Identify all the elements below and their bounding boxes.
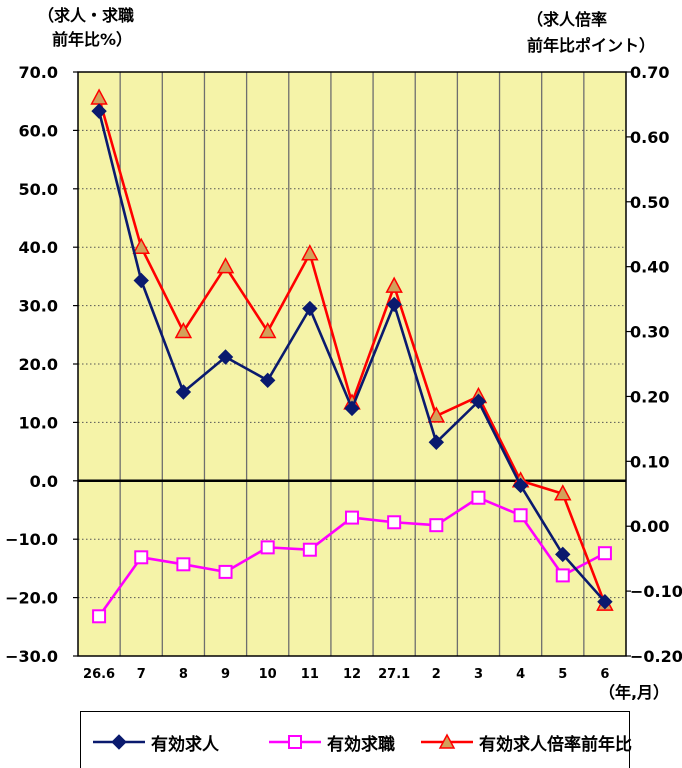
left-axis-tick-label: 20.0: [19, 355, 58, 374]
series-3-point: [427, 406, 446, 423]
x-tick-label: 4: [516, 667, 525, 682]
series-1-point: [512, 477, 529, 494]
right-axis-tick-label: 0.10: [630, 452, 669, 471]
left-axis-tick-label: 50.0: [19, 180, 58, 199]
series-2-point: [513, 508, 528, 523]
series-3-point: [554, 484, 572, 501]
legend-triangle-marker-icon: [421, 733, 473, 749]
legend-item-series-2: 有効求職: [269, 722, 395, 762]
series-2-point: [302, 542, 317, 557]
series-1-point: [428, 434, 445, 450]
x-tick-label: 27.1: [378, 667, 410, 682]
x-tick-label: 3: [474, 667, 483, 682]
series-1-point: [470, 393, 487, 410]
series-2-point: [218, 564, 233, 579]
plot-frame: [77, 71, 627, 657]
series-3-point: [258, 321, 277, 339]
right-axis-tick-label: −0.10: [630, 582, 682, 601]
x-unit-label: （年,月）: [599, 683, 669, 700]
series-1-point: [302, 300, 318, 317]
legend-label-series-2: 有効求職: [327, 734, 395, 755]
legend-diamond-marker-icon: [93, 734, 145, 750]
series-1-point: [91, 103, 107, 119]
series-1-point: [217, 349, 234, 365]
right-axis-tick-label: 0.50: [630, 193, 669, 212]
x-tick-label: 26.6: [83, 667, 115, 682]
series-3-point: [132, 237, 150, 254]
series-1-point: [597, 593, 613, 610]
series-2-point: [345, 510, 359, 525]
x-tick-label: 10: [259, 667, 277, 682]
left-axis-tick-label: 40.0: [19, 238, 58, 257]
x-tick-label: 12: [343, 667, 361, 682]
series-1-point: [133, 272, 149, 289]
x-tick-label: 8: [179, 667, 188, 682]
x-tick-label: 6: [600, 667, 609, 682]
series-3-point: [216, 257, 235, 274]
right-axis-tick-label: 0.00: [630, 517, 669, 536]
right-axis-title: （求人倍率 前年比ポイント）: [527, 8, 655, 58]
series-2-point: [429, 518, 444, 533]
legend-square-marker-icon: [269, 735, 321, 749]
series-2-point: [92, 609, 107, 624]
left-axis-tick-label: −20.0: [5, 589, 58, 608]
left-axis-tick-label: 10.0: [19, 413, 58, 432]
series-1-point: [344, 400, 360, 417]
series-2-point: [176, 557, 191, 572]
legend-item-series-1: 有効求人: [93, 722, 219, 762]
left-axis-tick-label: 60.0: [19, 121, 58, 140]
left-axis-title-line-2: 前年比%）: [52, 30, 133, 49]
series-2-point: [260, 540, 275, 555]
right-axis-tick-label: 0.70: [630, 63, 669, 82]
left-axis-tick-label: 70.0: [19, 63, 58, 82]
left-axis-title-line-1: （求人・求職: [38, 6, 135, 25]
x-tick-label: 5: [558, 667, 567, 682]
series-1-point: [175, 384, 192, 400]
series-2-point: [555, 568, 570, 583]
x-tick-label: 11: [301, 667, 319, 682]
series-2-point: [387, 515, 402, 530]
series-1-point: [259, 372, 276, 389]
right-axis-tick-label: 0.20: [630, 387, 669, 406]
right-axis-title-line-1: （求人倍率: [527, 10, 608, 29]
series-2-point: [597, 546, 612, 561]
series-3-point: [385, 276, 403, 293]
right-axis-tick-label: −0.20: [630, 647, 682, 666]
plot-area: 70.0 60.0 50.0 40.0 30.0 20.0 10.0 0.0 −10.0 −20.…: [5, 63, 682, 700]
left-axis-tick-label: 0.0: [30, 472, 58, 491]
right-axis-tick-label: 0.40: [630, 258, 669, 277]
legend: 有効求人 有効求職 有効求人倍率前年比: [80, 711, 632, 768]
left-axis-title: （求人・求職 前年比%）: [38, 4, 134, 52]
x-tick-label: 9: [221, 667, 230, 682]
series-3-point: [174, 321, 193, 339]
plot-background: [78, 72, 626, 656]
left-axis-tick-label: 30.0: [19, 297, 58, 316]
right-axis-tick-label: 0.60: [630, 128, 669, 147]
series-1-point: [386, 296, 402, 313]
right-axis-title-line-2: 前年比ポイント）: [527, 36, 656, 55]
left-axis-tick-label: −10.0: [5, 530, 58, 549]
series-2-point: [471, 490, 486, 505]
series-1-point: [555, 546, 571, 563]
series-3-point: [301, 244, 319, 261]
x-tick-label: 2: [432, 667, 441, 682]
left-axis-tick-label: −30.0: [5, 647, 58, 666]
legend-item-series-3: 有効求人倍率前年比: [421, 722, 632, 762]
right-axis-tick-label: 0.30: [630, 323, 669, 342]
series-2-point: [134, 550, 149, 565]
x-tick-label: 7: [137, 667, 146, 682]
legend-label-series-3: 有効求人倍率前年比: [479, 734, 632, 755]
legend-label-series-1: 有効求人: [151, 734, 219, 755]
